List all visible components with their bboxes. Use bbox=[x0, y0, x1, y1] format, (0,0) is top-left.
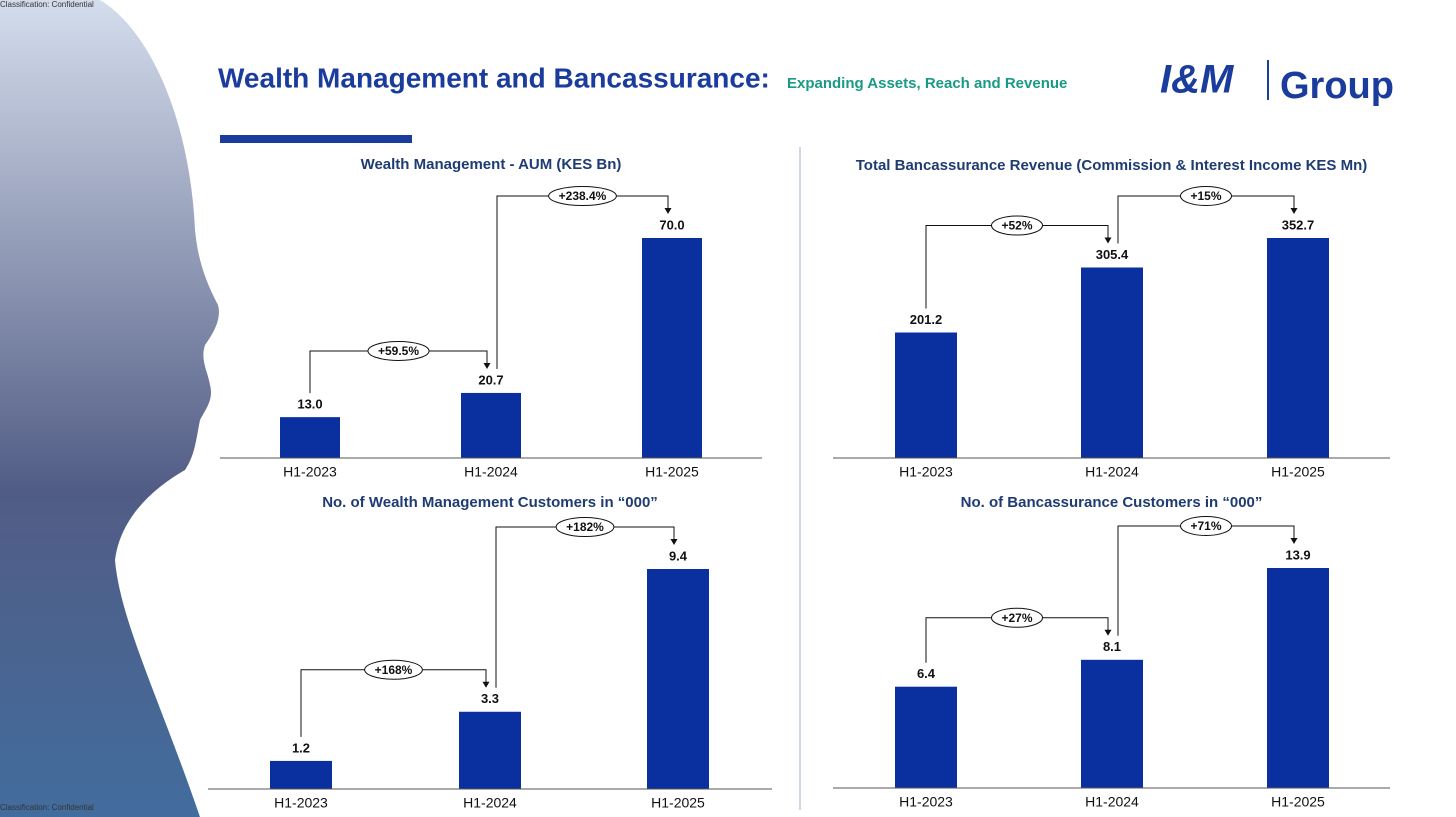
x-tick-label: H1-2023 bbox=[274, 795, 328, 811]
growth-badge bbox=[548, 186, 617, 206]
bar bbox=[461, 392, 521, 458]
x-tick-label: H1-2025 bbox=[651, 795, 705, 811]
growth-label: +52% bbox=[1001, 219, 1032, 233]
growth-arrow bbox=[1290, 208, 1298, 214]
growth-connector bbox=[925, 225, 1109, 309]
value-label: 3.3 bbox=[481, 691, 499, 706]
bar bbox=[459, 711, 521, 789]
growth-label: +27% bbox=[1001, 611, 1032, 625]
x-tick-label: H1-2024 bbox=[1085, 794, 1139, 810]
value-label: 352.7 bbox=[1282, 217, 1315, 232]
x-tick-label: H1-2024 bbox=[463, 795, 517, 811]
growth-connector bbox=[300, 669, 487, 737]
growth-badge bbox=[990, 215, 1044, 236]
logo-mark: I&M bbox=[1160, 58, 1235, 102]
x-tick-label: H1-2024 bbox=[1085, 464, 1139, 480]
growth-arrow bbox=[483, 362, 491, 369]
growth-arrow bbox=[1104, 237, 1112, 244]
bar bbox=[1081, 267, 1143, 458]
value-label: 8.1 bbox=[1103, 639, 1121, 654]
growth-arrow bbox=[482, 681, 490, 688]
bar bbox=[895, 332, 957, 458]
x-tick-label: H1-2025 bbox=[1271, 464, 1325, 480]
value-label: 305.4 bbox=[1096, 247, 1129, 262]
profile-image bbox=[0, 0, 219, 817]
chart-title: Wealth Management - AUM (KES Bn) bbox=[361, 156, 622, 173]
x-tick-label: H1-2023 bbox=[899, 794, 953, 810]
growth-badge bbox=[364, 659, 423, 680]
growth-label: +15% bbox=[1190, 189, 1221, 203]
value-label: 20.7 bbox=[478, 372, 503, 387]
growth-badge bbox=[990, 607, 1044, 628]
value-label: 201.2 bbox=[910, 312, 943, 327]
growth-arrow bbox=[1104, 629, 1112, 636]
classification-label: Classification: Confidential bbox=[0, 803, 94, 812]
chart-title: No. of Wealth Management Customers in “0… bbox=[322, 494, 658, 511]
growth-label: +168% bbox=[375, 663, 413, 677]
logo-text: Group bbox=[1280, 65, 1394, 107]
value-label: 9.4 bbox=[669, 548, 688, 563]
x-tick-label: H1-2023 bbox=[283, 464, 337, 480]
chart-title: No. of Bancassurance Customers in “000” bbox=[961, 494, 1263, 511]
growth-arrow bbox=[1290, 538, 1298, 544]
chart-title: Total Bancassurance Revenue (Commission … bbox=[856, 157, 1368, 174]
growth-label: +182% bbox=[566, 520, 604, 534]
page-title: Wealth Management and Bancassurance: bbox=[218, 62, 770, 93]
bar bbox=[270, 760, 332, 789]
growth-badge bbox=[367, 340, 430, 361]
growth-label: +71% bbox=[1190, 519, 1221, 533]
growth-arrow bbox=[670, 539, 678, 545]
value-label: 13.0 bbox=[297, 397, 322, 412]
value-label: 13.9 bbox=[1285, 547, 1310, 562]
x-tick-label: H1-2023 bbox=[899, 464, 953, 480]
accent-bar bbox=[220, 135, 412, 143]
bar bbox=[647, 569, 709, 789]
value-label: 1.2 bbox=[292, 740, 310, 755]
page-subtitle: Expanding Assets, Reach and Revenue bbox=[787, 75, 1067, 92]
value-label: 70.0 bbox=[659, 217, 684, 232]
growth-arrow bbox=[664, 208, 672, 214]
bar bbox=[642, 238, 702, 458]
x-tick-label: H1-2025 bbox=[645, 464, 699, 480]
x-tick-label: H1-2024 bbox=[464, 464, 518, 480]
x-tick-label: H1-2025 bbox=[1271, 794, 1325, 810]
growth-badge bbox=[1179, 516, 1233, 536]
growth-label: +238.4% bbox=[559, 189, 607, 203]
growth-badge bbox=[555, 517, 615, 537]
bar bbox=[895, 686, 957, 788]
classification-label: Classification: Confidential bbox=[0, 0, 94, 9]
bar bbox=[1081, 659, 1143, 788]
bar bbox=[1267, 568, 1329, 788]
bar bbox=[280, 417, 340, 458]
growth-badge bbox=[1179, 186, 1233, 206]
growth-label: +59.5% bbox=[378, 344, 419, 358]
bar bbox=[1267, 238, 1329, 458]
value-label: 6.4 bbox=[917, 666, 936, 681]
